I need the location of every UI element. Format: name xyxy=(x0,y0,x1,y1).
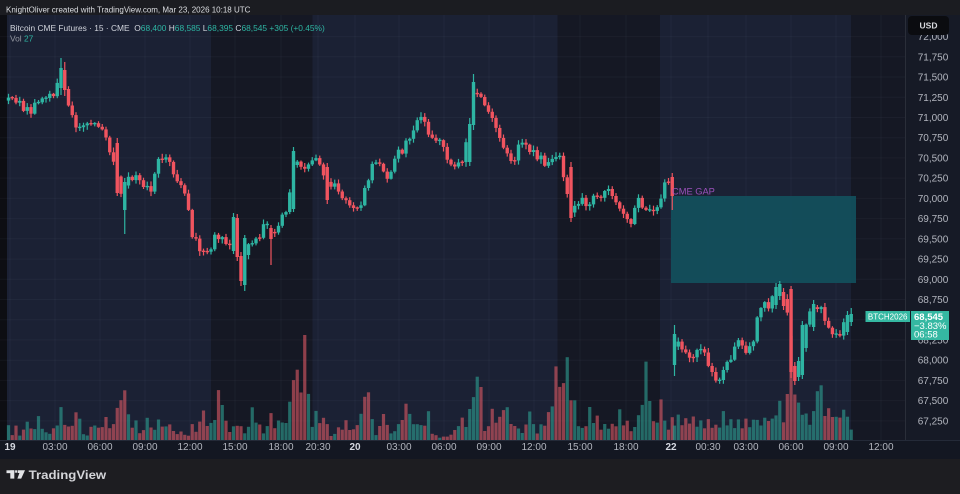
svg-text:68,545: 68,545 xyxy=(914,312,944,323)
svg-text:67,500: 67,500 xyxy=(918,396,949,407)
svg-text:20:30: 20:30 xyxy=(305,442,330,453)
svg-text:18:00: 18:00 xyxy=(613,442,638,453)
svg-text:USD: USD xyxy=(920,21,938,31)
svg-text:71,500: 71,500 xyxy=(918,73,949,84)
svg-text:70,000: 70,000 xyxy=(918,194,949,205)
svg-text:22: 22 xyxy=(665,442,677,453)
svg-text:19: 19 xyxy=(4,442,16,453)
svg-text:71,250: 71,250 xyxy=(918,93,949,104)
svg-text:18:00: 18:00 xyxy=(268,442,293,453)
svg-text:72,000: 72,000 xyxy=(918,32,949,43)
svg-text:BTCH2026: BTCH2026 xyxy=(868,313,908,322)
svg-text:00:30: 00:30 xyxy=(695,442,720,453)
svg-text:06:00: 06:00 xyxy=(431,442,456,453)
svg-text:03:00: 03:00 xyxy=(733,442,758,453)
svg-text:67,750: 67,750 xyxy=(918,376,949,387)
svg-text:71,000: 71,000 xyxy=(918,113,949,124)
svg-text:12:00: 12:00 xyxy=(177,442,202,453)
svg-text:15:00: 15:00 xyxy=(222,442,247,453)
svg-text:Vol 27: Vol 27 xyxy=(10,34,34,44)
svg-text:CME GAP: CME GAP xyxy=(672,187,715,197)
svg-text:69,750: 69,750 xyxy=(918,214,949,225)
svg-text:69,000: 69,000 xyxy=(918,275,949,286)
svg-text:68,250: 68,250 xyxy=(918,335,949,346)
svg-text:70,750: 70,750 xyxy=(918,133,949,144)
svg-text:71,750: 71,750 xyxy=(918,52,949,63)
svg-text:Bitcoin CME Futures · 15 · CME: Bitcoin CME Futures · 15 · CME O68,400 H… xyxy=(10,23,325,33)
svg-text:TradingView: TradingView xyxy=(29,470,107,482)
svg-text:68,000: 68,000 xyxy=(918,356,949,367)
svg-text:20: 20 xyxy=(349,442,361,453)
svg-text:67,250: 67,250 xyxy=(918,416,949,427)
svg-text:06:00: 06:00 xyxy=(778,442,803,453)
svg-text:12:00: 12:00 xyxy=(521,442,546,453)
svg-text:12:00: 12:00 xyxy=(868,442,893,453)
svg-text:70,250: 70,250 xyxy=(918,174,949,185)
svg-text:15:00: 15:00 xyxy=(567,442,592,453)
svg-text:69,500: 69,500 xyxy=(918,234,949,245)
svg-text:09:00: 09:00 xyxy=(823,442,848,453)
svg-text:69,250: 69,250 xyxy=(918,255,949,266)
svg-text:06:58: 06:58 xyxy=(914,330,938,341)
svg-text:09:00: 09:00 xyxy=(132,442,157,453)
svg-text:70,500: 70,500 xyxy=(918,153,949,164)
svg-text:03:00: 03:00 xyxy=(42,442,67,453)
svg-text:03:00: 03:00 xyxy=(386,442,411,453)
svg-text:06:00: 06:00 xyxy=(87,442,112,453)
svg-text:KnightOliver created with Trad: KnightOliver created with TradingView.co… xyxy=(6,5,251,14)
svg-text:09:00: 09:00 xyxy=(476,442,501,453)
svg-text:−3.83%: −3.83% xyxy=(914,321,947,332)
svg-text:68,750: 68,750 xyxy=(918,295,949,306)
